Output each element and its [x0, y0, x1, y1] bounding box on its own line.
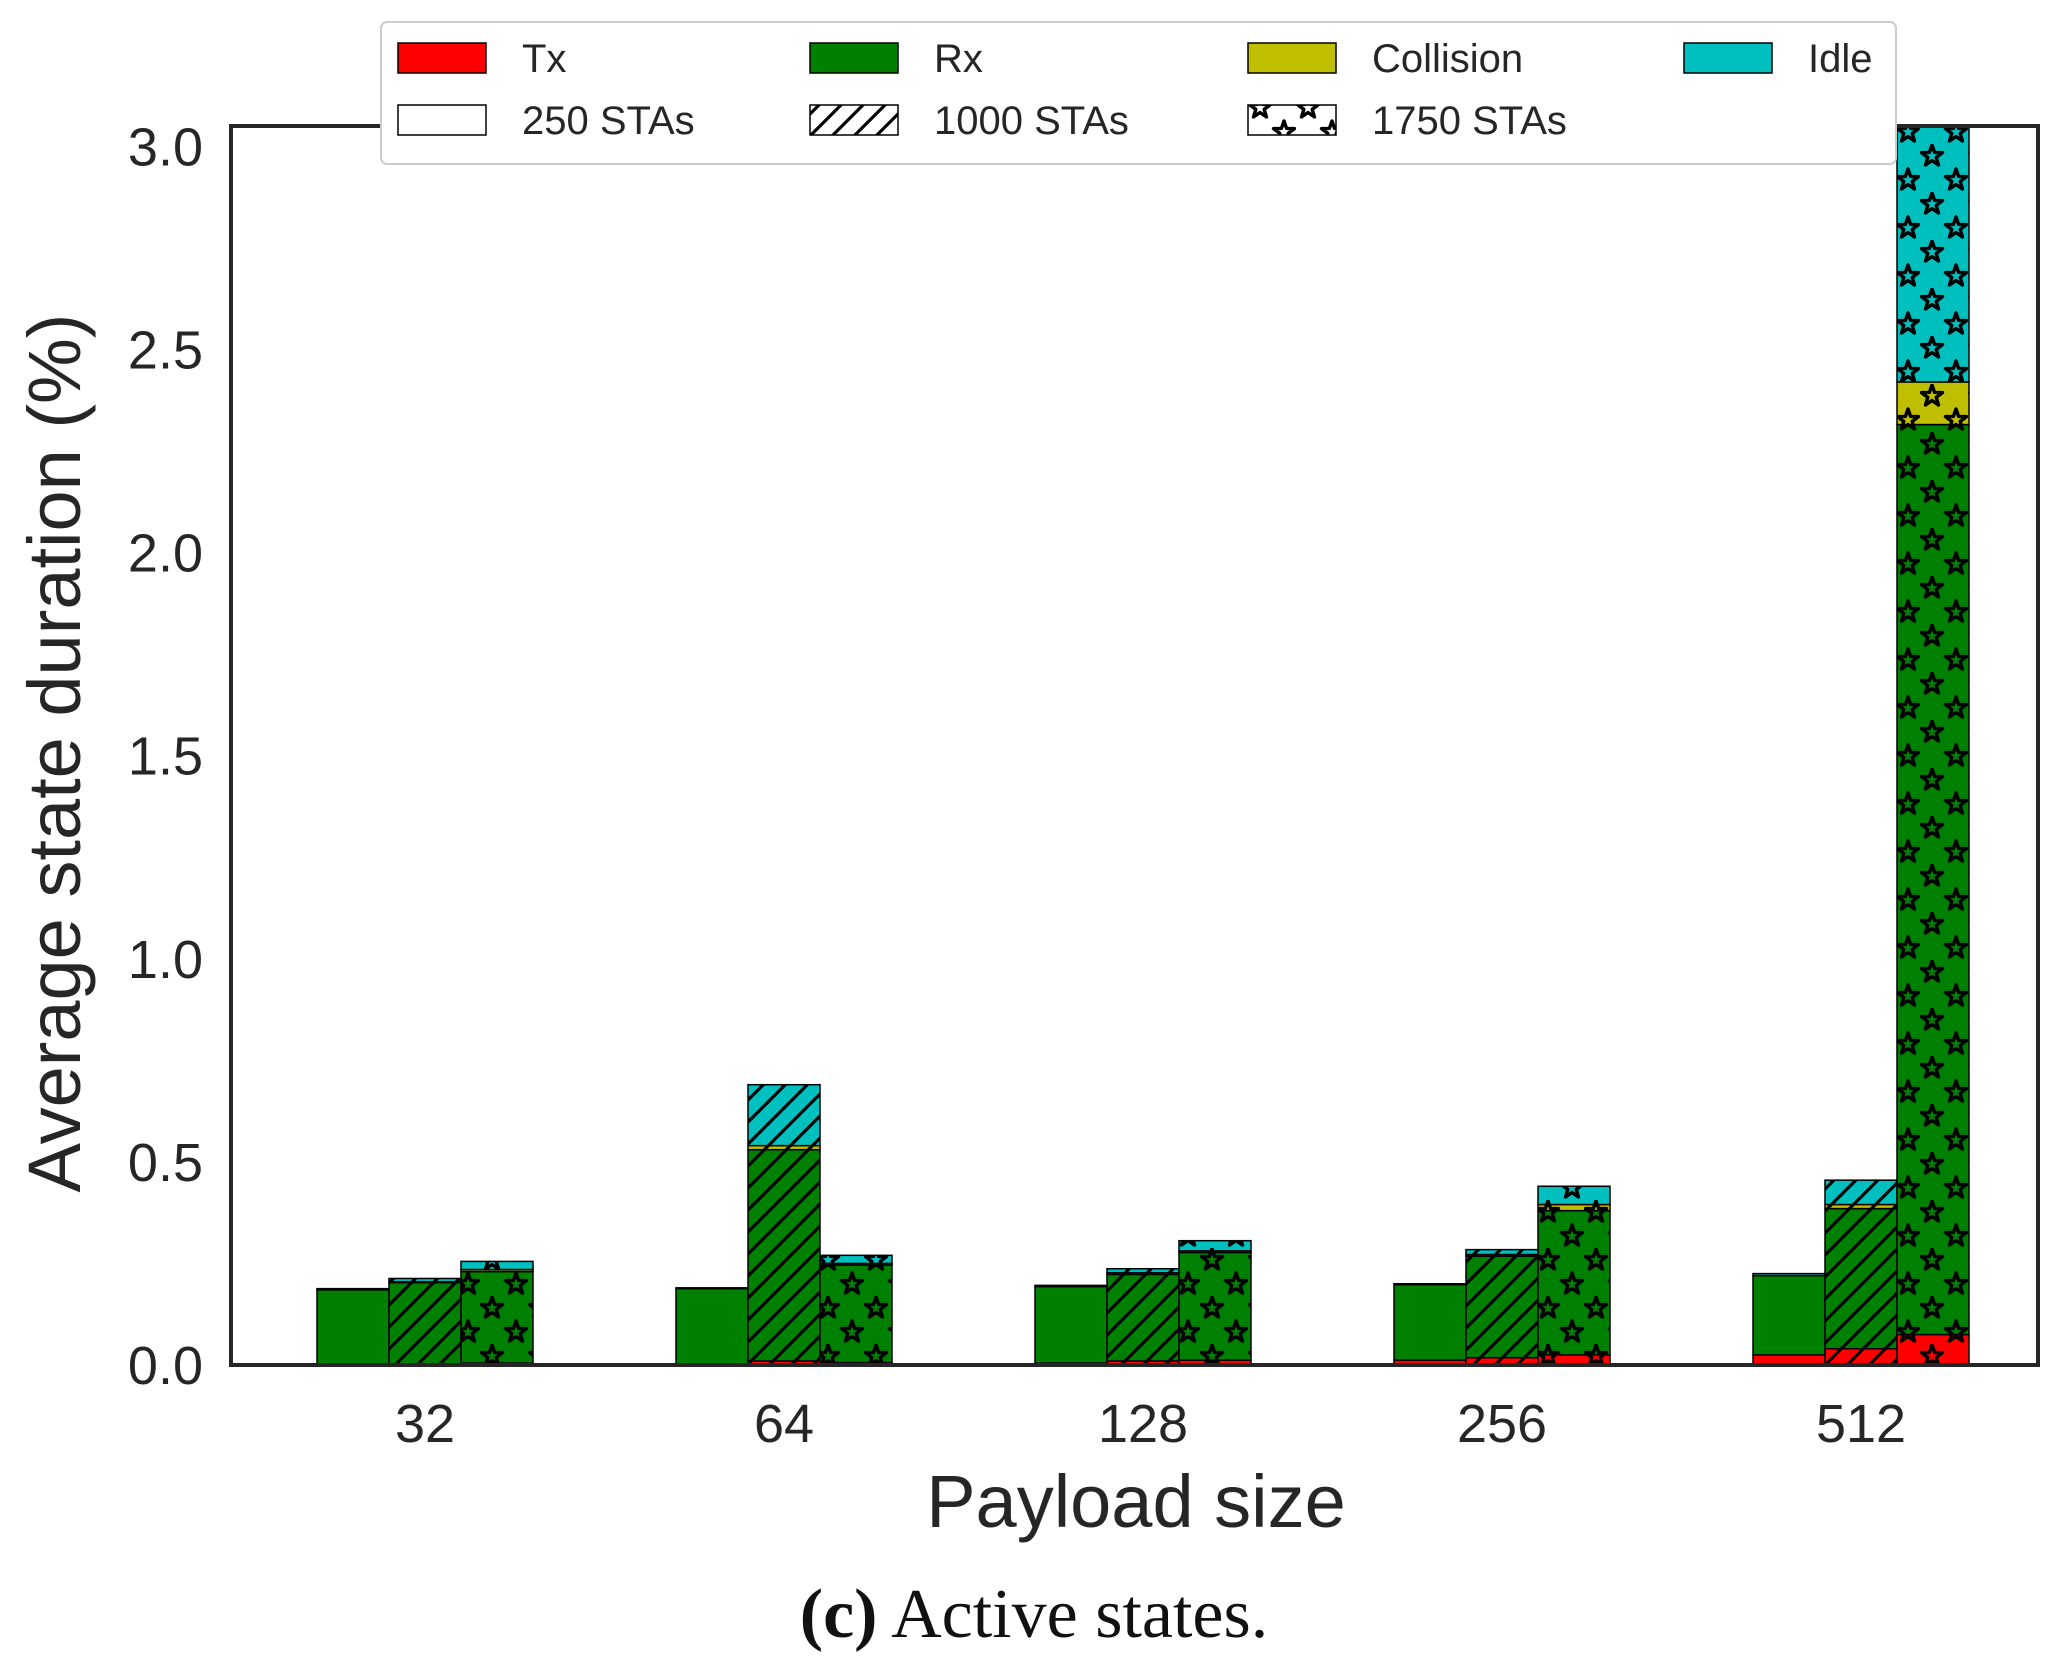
- legend-item-idle: Idle: [1683, 37, 1873, 81]
- x-axis: 32 64 128 256 512: [395, 1394, 1906, 1454]
- legend-item-1000-stas: 1000 STAs: [809, 99, 1129, 143]
- x-tick-label: 512: [1816, 1394, 1906, 1454]
- legend-item-rx: Rx: [809, 37, 983, 81]
- legend-label: 1000 STAs: [934, 99, 1129, 143]
- bar-512-1000-stas-rx: [1824, 1207, 1898, 1350]
- figure-caption: (c) Active states.: [0, 1575, 2068, 1655]
- legend: Tx Rx Collision Idle 250 STAs 1000 STAs 1750 S…: [380, 21, 1897, 165]
- legend-swatch: [809, 42, 899, 74]
- legend-label: Idle: [1808, 37, 1873, 81]
- caption-label: (c): [799, 1576, 878, 1653]
- bars-layer: [316, 125, 1970, 1366]
- bar-256-1750-stas-rx: [1537, 1209, 1611, 1356]
- bar-128-1750-stas-idle: [1178, 1239, 1252, 1252]
- y-axis-title: Average state duration (%): [13, 314, 96, 1193]
- bar-64-250-stas-idle: [675, 1287, 749, 1290]
- bar-32-1000-stas-idle: [388, 1277, 462, 1283]
- bar-64-1000-stas-rx: [747, 1148, 821, 1362]
- x-tick-label: 64: [754, 1394, 814, 1454]
- bar-512-1750-stas-tx: [1896, 1333, 1970, 1366]
- legend-label: Collision: [1372, 37, 1523, 81]
- bar-64-1750-stas-idle: [819, 1254, 893, 1265]
- y-tick-label: 3.0: [128, 117, 203, 177]
- legend-swatch: [397, 42, 487, 74]
- bar-512-1000-stas-idle: [1824, 1179, 1898, 1206]
- bar-512-250-stas-rx: [1752, 1274, 1826, 1356]
- bar-512-1750-stas-idle: [1896, 125, 1970, 383]
- y-tick-label: 2.0: [128, 524, 203, 584]
- legend-item-250-stas: 250 STAs: [397, 99, 695, 143]
- legend-label: Rx: [934, 37, 983, 81]
- bar-64-1000-stas-idle: [747, 1083, 821, 1147]
- x-axis-title: Payload size: [926, 1460, 1346, 1543]
- bar-32-1750-stas-rx: [460, 1270, 534, 1364]
- bar-512-1750-stas-rx: [1896, 423, 1970, 1336]
- bar-256-1000-stas-rx: [1465, 1255, 1539, 1359]
- y-tick-label: 1.0: [128, 930, 203, 990]
- bar-128-1000-stas-rx: [1106, 1273, 1180, 1362]
- y-tick-label: 0.5: [128, 1133, 203, 1193]
- y-tick-label: 1.5: [128, 727, 203, 787]
- legend-swatch: [1247, 42, 1337, 74]
- bar-128-250-stas-rx: [1034, 1285, 1108, 1364]
- y-tick-label: 2.5: [128, 320, 203, 380]
- legend-swatch: [1683, 42, 1773, 74]
- legend-label: Tx: [522, 37, 566, 81]
- legend-swatch: [397, 104, 487, 136]
- bar-64-250-stas-rx: [675, 1287, 749, 1365]
- x-tick-label: 32: [395, 1394, 455, 1454]
- bar-32-250-stas-idle: [316, 1287, 390, 1291]
- plot-frame: [229, 124, 2040, 1367]
- bar-128-1000-stas-idle: [1106, 1267, 1180, 1274]
- bar-256-250-stas-idle: [1393, 1283, 1467, 1286]
- bar-256-1750-stas-collision: [1537, 1203, 1611, 1212]
- bar-512-1750-stas-collision: [1896, 381, 1970, 426]
- y-tick-label: 0.0: [128, 1336, 203, 1396]
- bar-256-1000-stas-idle: [1465, 1248, 1539, 1256]
- bar-32-1750-stas-idle: [460, 1260, 534, 1271]
- y-axis: 0.0 0.5 1.0 1.5 2.0 2.5 3.0: [128, 117, 203, 1396]
- chart: 0.0 0.5 1.0 1.5 2.0 2.5 3.0 32 64 128 256 512 Payl…: [13, 21, 2040, 1543]
- legend-item-1750-stas: 1750 STAs: [1247, 99, 1567, 143]
- bar-32-250-stas-rx: [316, 1289, 390, 1365]
- bar-256-1750-stas-idle: [1537, 1185, 1611, 1206]
- bar-512-250-stas-idle: [1752, 1272, 1826, 1277]
- bar-256-250-stas-rx: [1393, 1283, 1467, 1361]
- legend-item-collision: Collision: [1247, 37, 1523, 81]
- bar-128-250-stas-idle: [1034, 1284, 1108, 1288]
- bar-64-1750-stas-rx: [819, 1264, 893, 1364]
- x-tick-label: 256: [1457, 1394, 1547, 1454]
- caption-text: Active states.: [891, 1576, 1269, 1653]
- legend-box: [380, 21, 1897, 165]
- legend-label: 1750 STAs: [1372, 99, 1567, 143]
- legend-label: 250 STAs: [522, 99, 695, 143]
- bar-32-1000-stas-rx: [388, 1281, 462, 1365]
- x-tick-label: 128: [1098, 1394, 1188, 1454]
- bar-512-1000-stas-tx: [1824, 1348, 1898, 1366]
- bar-128-1750-stas-rx: [1178, 1251, 1252, 1361]
- legend-item-tx: Tx: [397, 37, 566, 81]
